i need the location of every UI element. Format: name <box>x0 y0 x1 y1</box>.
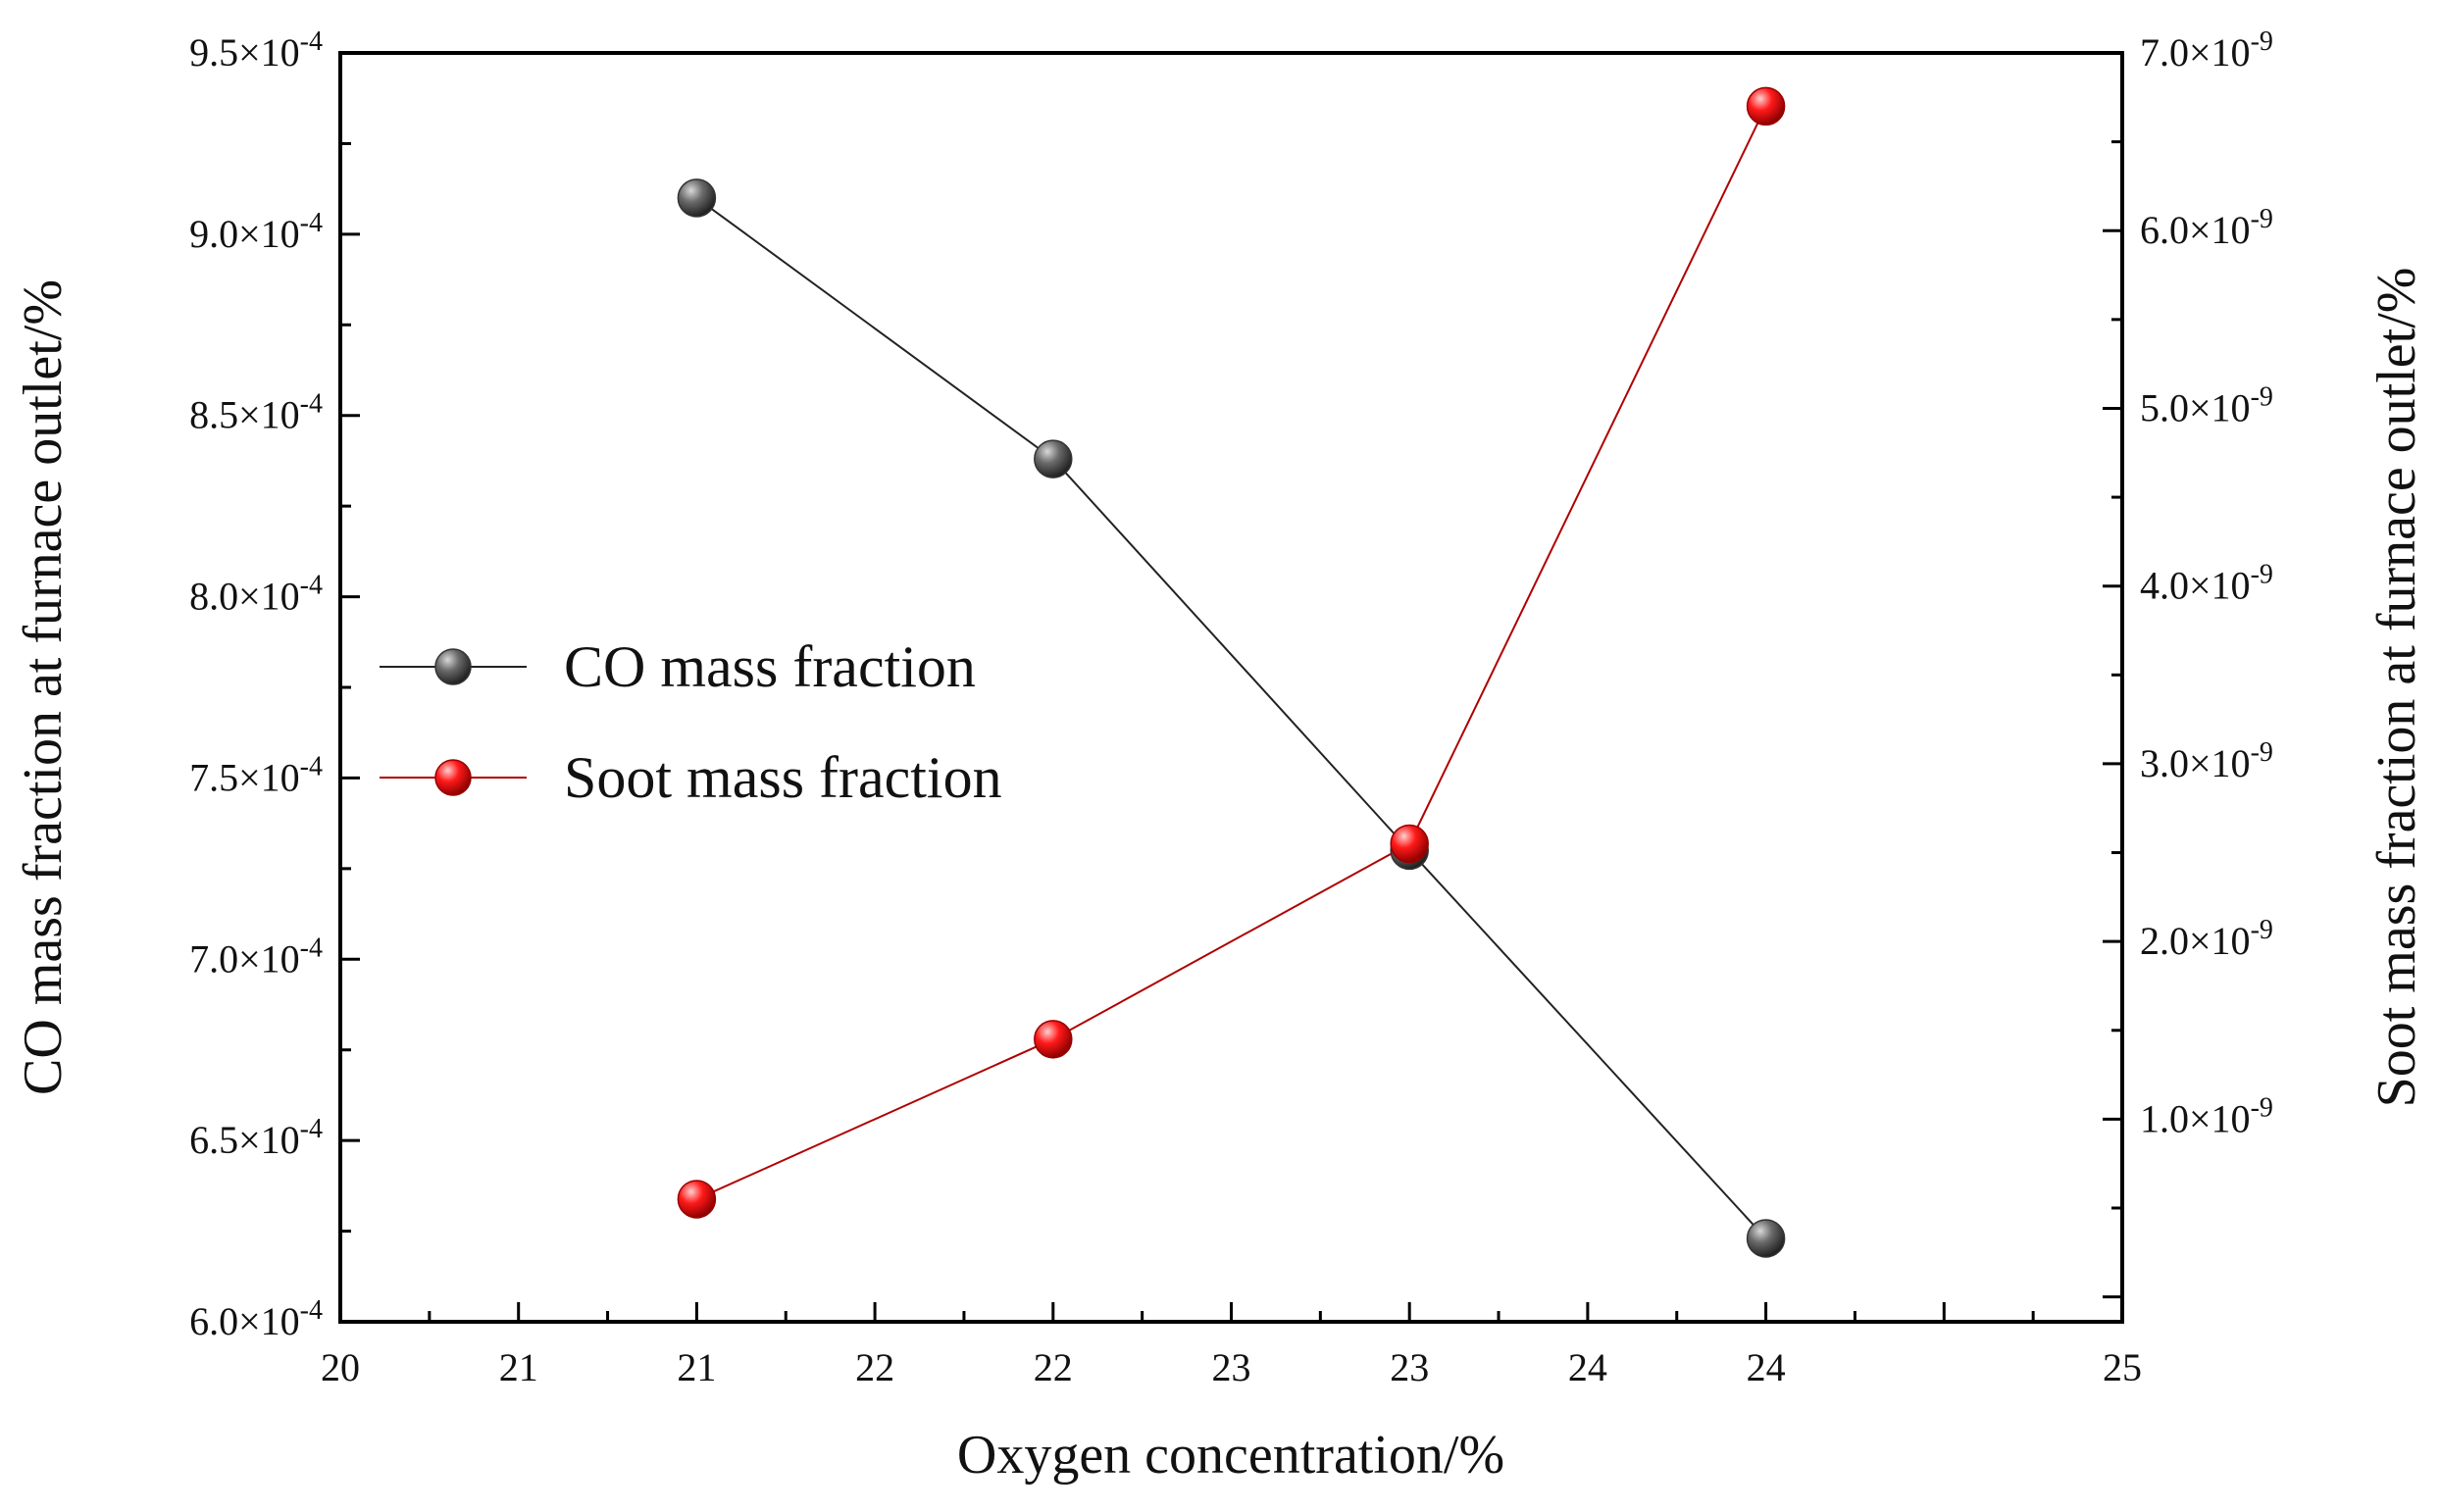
legend: CO mass fraction Soot mass fraction <box>380 634 1002 810</box>
data-point-co <box>1746 1219 1786 1258</box>
x-axis-title: Oxygen concentration/% <box>957 1425 1504 1486</box>
data-point-soot <box>677 1180 717 1219</box>
y-left-tick-label: 9.5×10-4 <box>189 26 323 75</box>
y-right-tick-label: 2.0×10-9 <box>2140 915 2273 963</box>
left-axis-ticks: 6.0×10-4 6.5×10-4 7.0×10-4 7.5×10-4 8.0×10-4… <box>189 26 360 1343</box>
y-axis-right-title: Soot mass fraction at furnace outlet/% <box>2366 268 2427 1108</box>
y-left-tick-label: 9.0×10-4 <box>189 208 323 256</box>
x-tick-label: 21 <box>677 1345 716 1389</box>
y-left-tick-label: 6.5×10-4 <box>189 1114 323 1162</box>
x-tick-label: 23 <box>1212 1345 1251 1389</box>
y-right-tick-label: 3.0×10-9 <box>2140 737 2273 785</box>
legend-label-soot: Soot mass fraction <box>564 745 1002 810</box>
data-point-soot <box>1034 1020 1073 1059</box>
y-left-tick-label: 8.0×10-4 <box>189 571 323 619</box>
y-left-tick-label: 7.5×10-4 <box>189 751 323 799</box>
series-group <box>677 86 1786 1258</box>
plot-frame <box>338 51 2124 1324</box>
x-tick-label: 22 <box>855 1345 894 1389</box>
x-tick-label: 24 <box>1568 1345 1607 1389</box>
legend-item-soot: Soot mass fraction <box>380 745 1002 810</box>
x-tick-label: 20 <box>321 1345 360 1389</box>
series-line-soot <box>695 105 1767 1200</box>
legend-label-co: CO mass fraction <box>564 634 976 699</box>
y-right-tick-label: 5.0×10-9 <box>2140 381 2273 429</box>
legend-item-co: CO mass fraction <box>380 634 976 699</box>
y-right-tick-label: 7.0×10-9 <box>2140 26 2273 75</box>
right-axis-ticks: 1.0×10-9 2.0×10-9 3.0×10-9 4.0×10-9 5.0×10-9… <box>2103 26 2273 1299</box>
data-point-co <box>677 178 717 218</box>
y-left-tick-label: 8.5×10-4 <box>189 389 323 437</box>
y-right-tick-label: 4.0×10-9 <box>2140 560 2273 608</box>
x-tick-label: 23 <box>1390 1345 1429 1389</box>
y-left-tick-label: 7.0×10-4 <box>189 932 323 981</box>
y-right-tick-label: 1.0×10-9 <box>2140 1092 2273 1140</box>
series-line-co <box>695 197 1767 1239</box>
legend-marker-co <box>434 648 472 685</box>
data-point-soot <box>1746 86 1786 126</box>
y-left-tick-label: 6.0×10-4 <box>189 1295 323 1343</box>
data-point-soot <box>1390 824 1429 864</box>
x-tick-label: 24 <box>1747 1345 1786 1389</box>
x-axis-ticks: 20 21 21 22 22 23 23 24 24 25 <box>321 1302 2142 1389</box>
x-tick-label: 22 <box>1034 1345 1073 1389</box>
y-right-tick-label: 6.0×10-9 <box>2140 204 2273 252</box>
data-point-co <box>1034 439 1073 479</box>
x-tick-label: 25 <box>2103 1345 2142 1389</box>
x-tick-label: 21 <box>499 1345 538 1389</box>
y-axis-left-title: CO mass fraction at furnace outlet/% <box>13 279 74 1095</box>
legend-marker-soot <box>434 759 472 796</box>
